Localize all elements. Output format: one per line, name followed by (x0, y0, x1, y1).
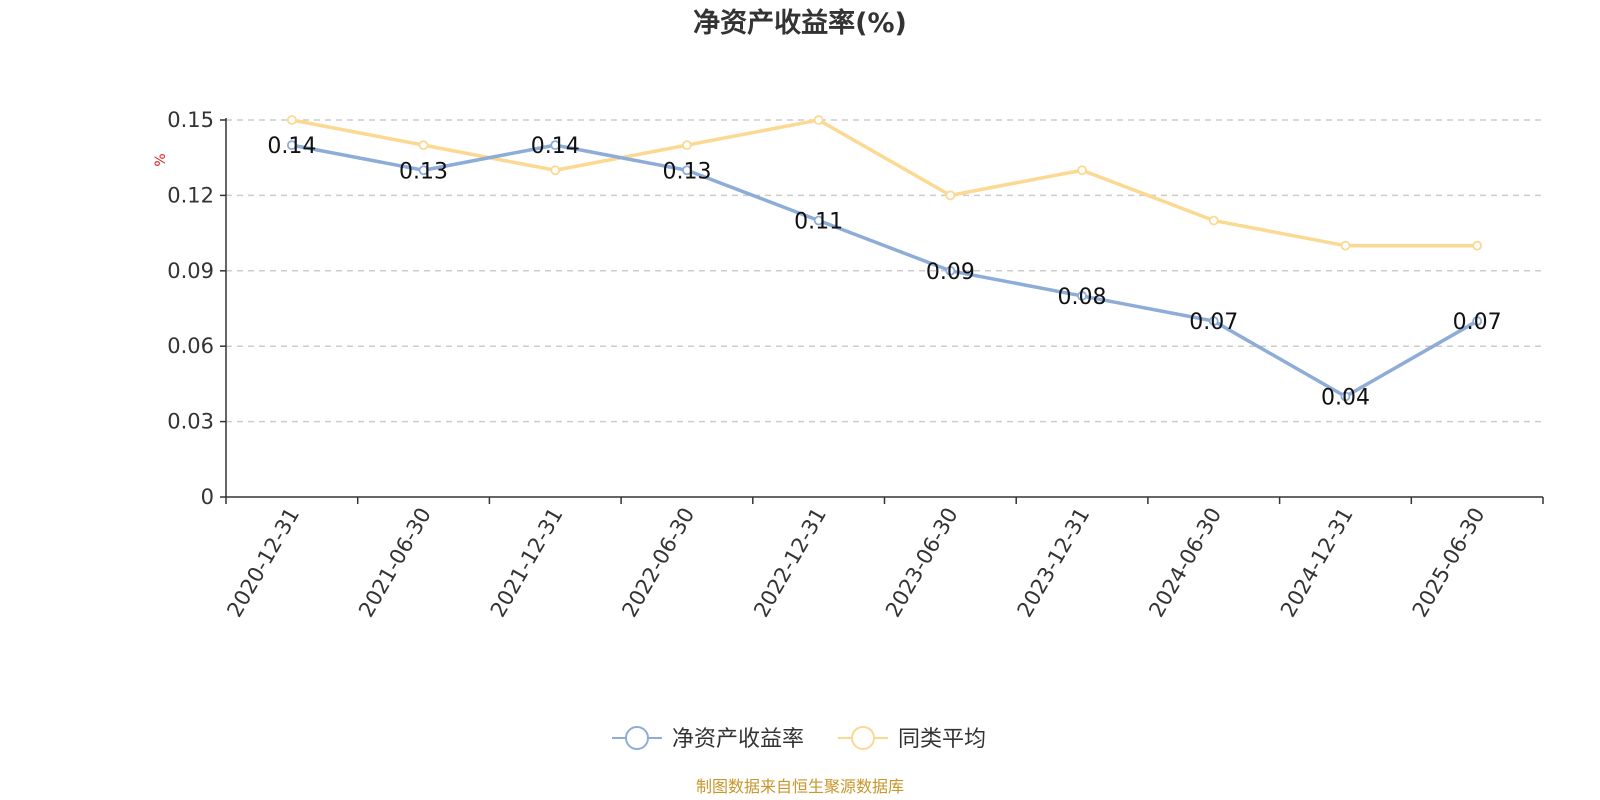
x-tick-label: 2020-12-31 (222, 504, 304, 622)
point-roe[interactable] (1077, 291, 1087, 301)
legend-label-peer-average: 同类平均 (898, 727, 986, 752)
legend-label-roe: 净资产收益率 (672, 727, 804, 752)
data-label-roe: 0.13 (662, 159, 711, 184)
point-roe[interactable] (682, 165, 692, 176)
point-roe[interactable] (286, 140, 297, 151)
y-tick-label: 0 (201, 485, 214, 509)
data-label-roe: 0.09 (926, 260, 975, 285)
source-note: 制图数据来自恒生聚源数据库 (696, 777, 904, 796)
series-lines (286, 115, 1483, 402)
point-peer-average[interactable] (682, 140, 692, 151)
point-roe[interactable] (1340, 391, 1351, 402)
x-tick-label: 2021-06-30 (354, 504, 436, 622)
legend-item-peer-average[interactable]: 同类平均 (838, 726, 986, 752)
axes: 0 0.03 0.06 0.09 0.12 0.15 2020-12-31 2021-06-3… (167, 108, 1544, 622)
x-tick-label: 2023-12-31 (1013, 504, 1095, 622)
data-labels: 0.14 0.13 0.14 0.13 0.11 0.09 0.08 0.07 0.04 0.07 (267, 134, 1501, 410)
legend-marker-roe (625, 726, 649, 750)
point-roe[interactable] (813, 215, 824, 226)
data-label-roe: 0.04 (1321, 385, 1370, 410)
chart-title: 净资产收益率(%) (693, 7, 907, 39)
point-roe[interactable] (1472, 316, 1483, 326)
y-axis-unit: % (153, 153, 169, 166)
point-roe[interactable] (945, 265, 956, 276)
point-roe[interactable] (1208, 316, 1219, 326)
x-tick-label: 2024-12-31 (1276, 504, 1358, 622)
series-line-roe (291, 143, 1479, 399)
x-tick-label: 2025-06-30 (1408, 504, 1490, 622)
data-label-roe: 0.07 (1453, 310, 1502, 335)
x-tick-label: 2021-12-31 (486, 504, 568, 622)
y-tick-label: 0.06 (167, 334, 214, 358)
data-label-roe: 0.11 (794, 210, 843, 235)
point-peer-average[interactable] (1077, 165, 1087, 176)
data-label-roe: 0.13 (399, 159, 448, 184)
series-line-peer-average (291, 118, 1478, 248)
point-roe[interactable] (550, 140, 561, 151)
point-peer-average[interactable] (813, 115, 824, 125)
point-peer-average[interactable] (1208, 215, 1219, 226)
x-tick-label: 2024-06-30 (1144, 504, 1226, 622)
x-tick-label: 2022-06-30 (617, 504, 699, 622)
x-tick-label: 2023-06-30 (881, 504, 963, 622)
legend-marker-peer-average (851, 726, 875, 750)
point-peer-average[interactable] (418, 140, 429, 151)
y-tick-label: 0.12 (167, 183, 214, 207)
y-tick-label: 0.15 (167, 108, 214, 132)
point-peer-average[interactable] (550, 165, 561, 176)
point-peer-average[interactable] (1472, 240, 1483, 251)
point-roe[interactable] (418, 165, 429, 176)
data-label-roe: 0.07 (1189, 310, 1238, 335)
point-peer-average[interactable] (945, 190, 956, 201)
point-peer-average[interactable] (286, 115, 297, 125)
y-tick-label: 0.03 (167, 410, 214, 434)
data-label-roe: 0.14 (531, 134, 580, 159)
legend: 净资产收益率 同类平均 (612, 726, 986, 752)
y-tick-label: 0.09 (167, 259, 214, 283)
legend-item-roe[interactable]: 净资产收益率 (612, 726, 804, 752)
data-label-roe: 0.14 (267, 134, 316, 159)
point-peer-average[interactable] (1340, 240, 1351, 251)
x-tick-label: 2022-12-31 (749, 504, 831, 622)
data-label-roe: 0.08 (1058, 285, 1107, 310)
